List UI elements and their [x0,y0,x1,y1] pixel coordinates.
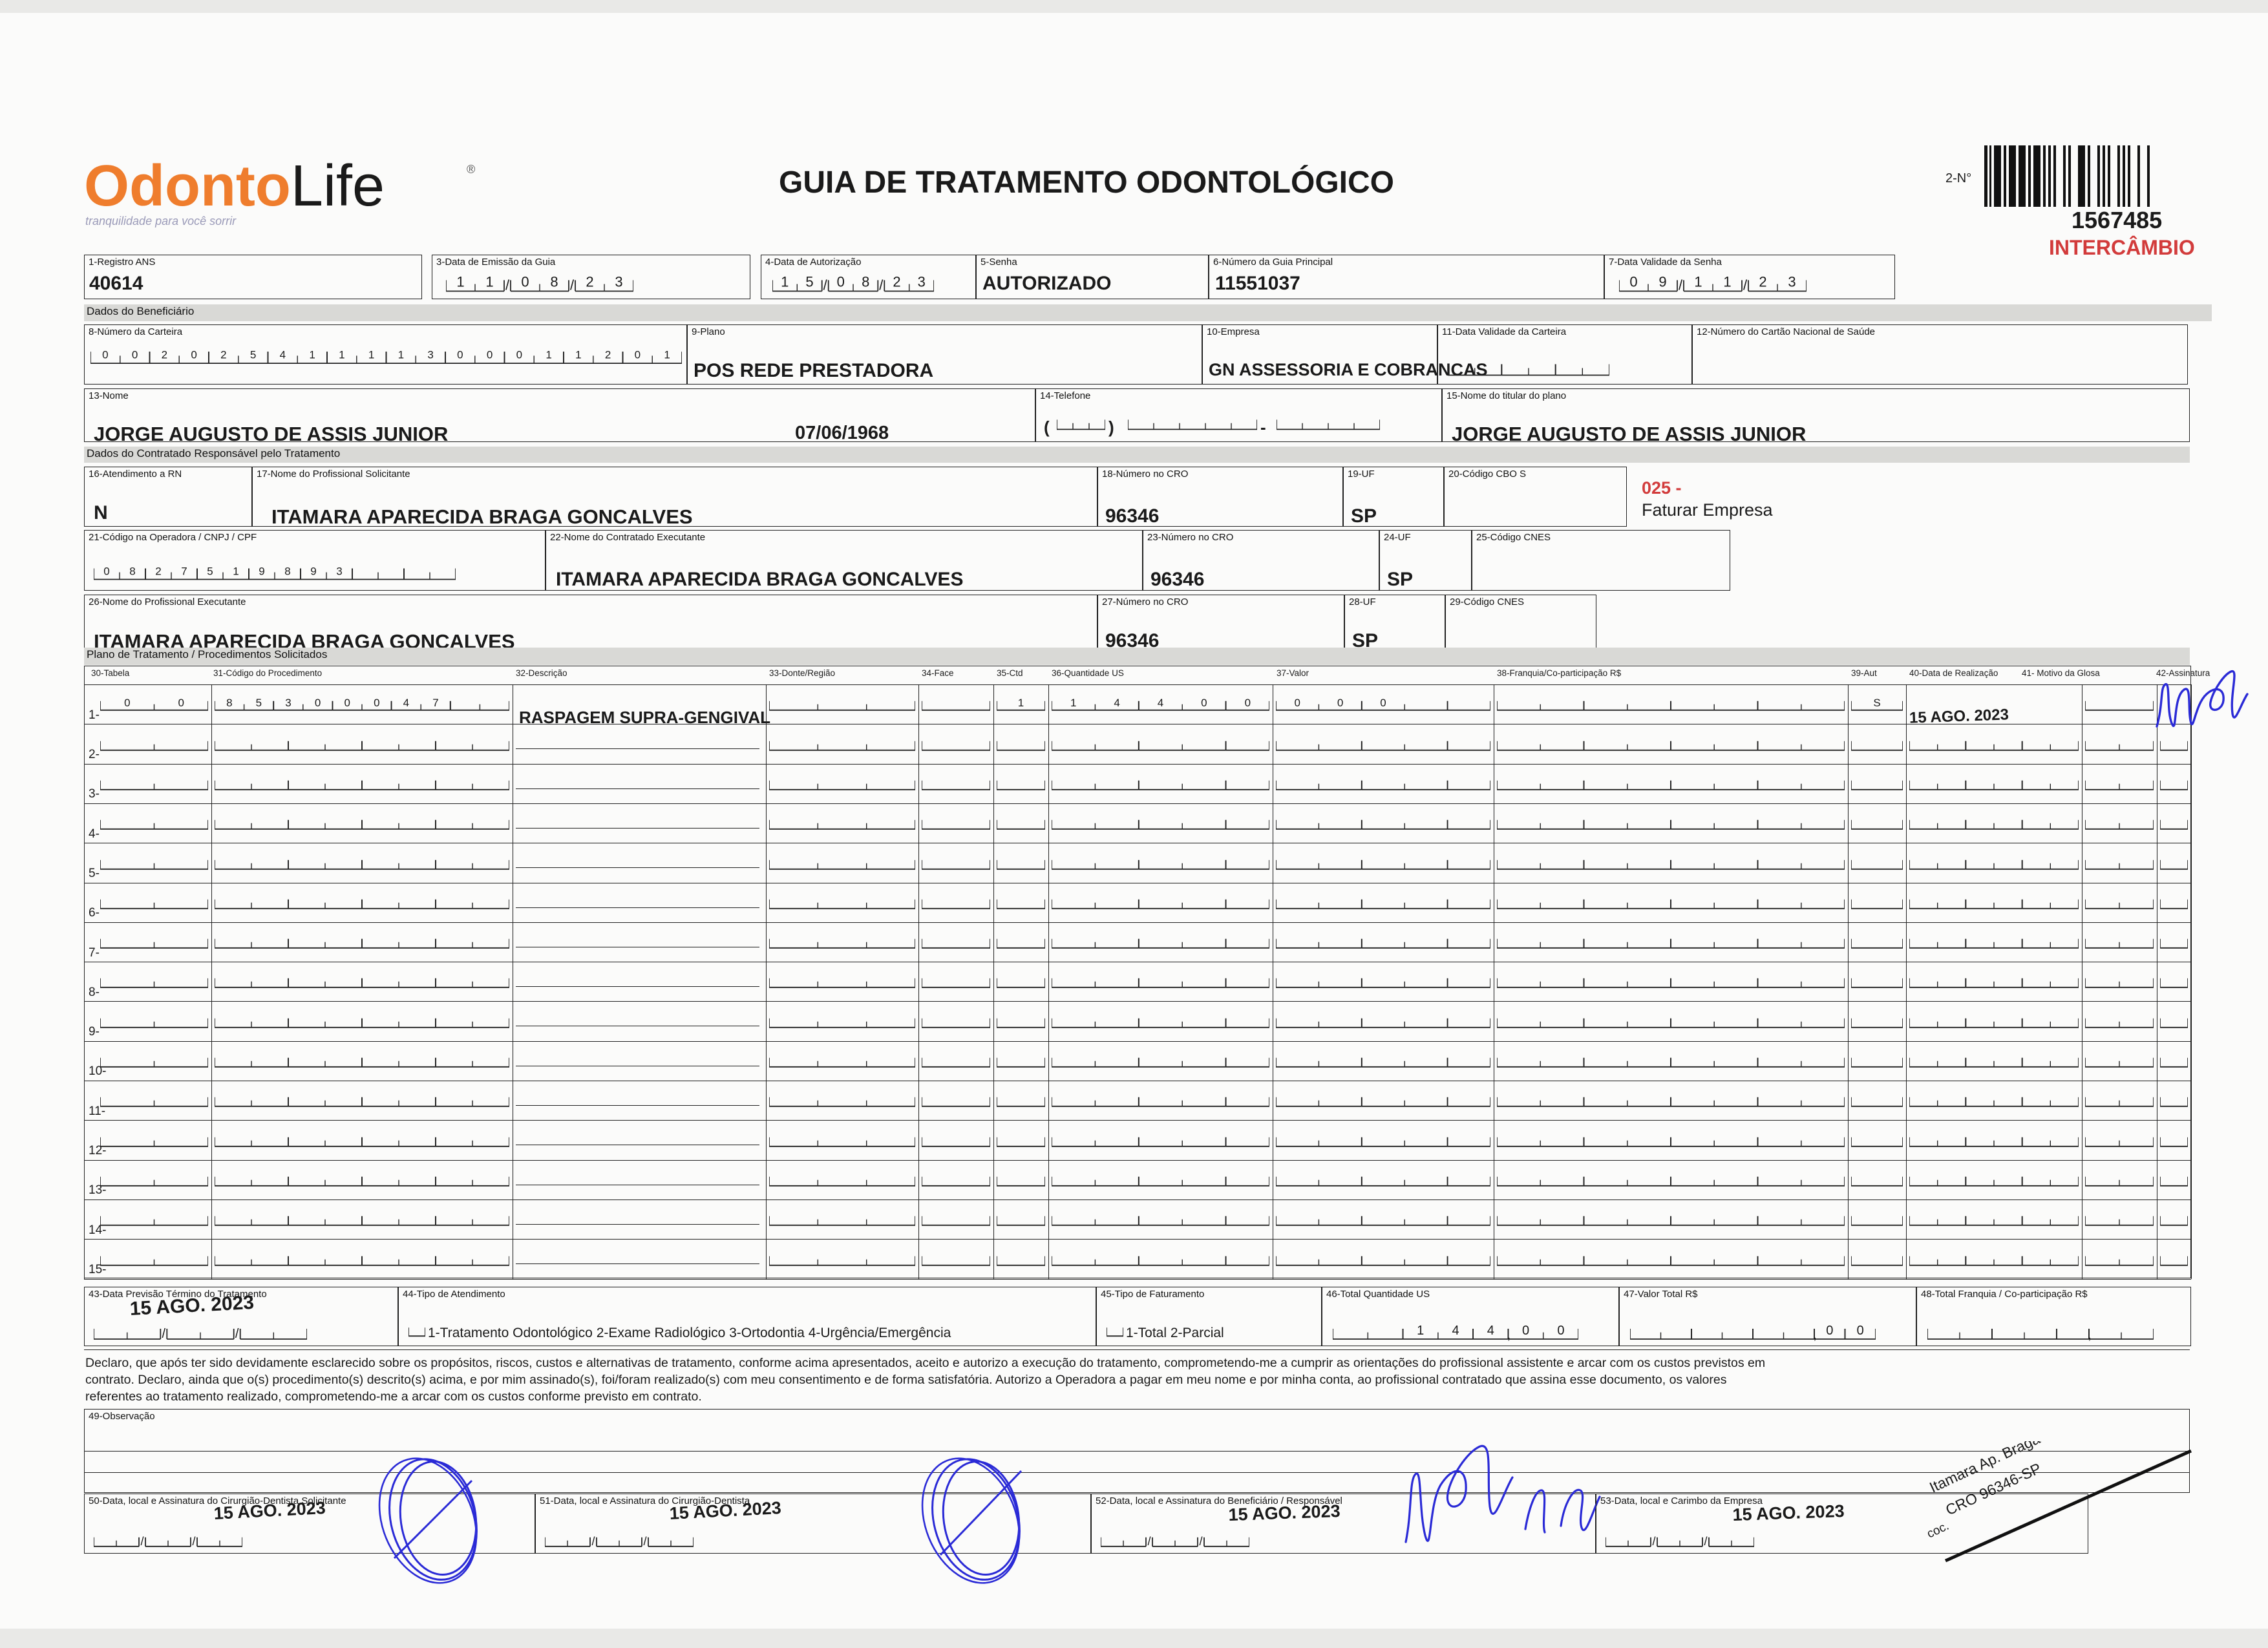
svg-text:4: 4 [1487,1324,1494,1338]
svg-text:0: 0 [521,274,529,290]
svg-text:0: 0 [1245,697,1251,709]
svg-text:2: 2 [1759,274,1766,290]
svg-text:9: 9 [259,565,264,577]
svg-text:3: 3 [918,274,926,290]
svg-text:1: 1 [1018,697,1024,709]
svg-text:4: 4 [1158,697,1163,709]
svg-text:0: 0 [1294,697,1300,709]
svg-text:1: 1 [575,349,581,361]
svg-text:4: 4 [1452,1324,1459,1338]
svg-text:/: / [192,1535,195,1548]
svg-text:tranquilidade para você sorrir: tranquilidade para você sorrir [85,215,237,227]
svg-text:/: / [162,1327,166,1341]
svg-text:5: 5 [805,274,813,290]
svg-text:3: 3 [427,349,433,361]
svg-text:1: 1 [309,349,315,361]
svg-text:1: 1 [1723,274,1731,290]
svg-text:4: 4 [403,697,409,709]
svg-text:1: 1 [339,349,344,361]
svg-text:3: 3 [336,565,342,577]
svg-text:®: ® [467,163,475,176]
svg-text:0: 0 [1629,274,1637,290]
svg-text:9: 9 [310,565,316,577]
svg-text:coc.: coc. [1926,1519,1951,1541]
svg-text:/: / [1652,1535,1655,1548]
svg-text:1: 1 [398,349,404,361]
svg-text:8: 8 [550,274,558,290]
svg-text:8: 8 [226,697,232,709]
svg-text:8: 8 [129,565,135,577]
svg-text:0: 0 [374,697,379,709]
svg-text:S: S [1873,697,1880,709]
svg-text:1: 1 [781,274,789,290]
svg-text:0: 0 [191,349,196,361]
svg-text:5: 5 [256,697,262,709]
svg-text:1: 1 [664,349,670,361]
svg-text:4: 4 [280,349,286,361]
svg-text:0: 0 [1557,1324,1564,1338]
svg-text:0: 0 [132,349,138,361]
svg-text:3: 3 [1788,274,1796,290]
svg-text:/: / [1704,1535,1707,1548]
svg-text:/: / [1199,1535,1202,1548]
svg-text:2: 2 [893,274,900,290]
svg-text:/: / [1679,277,1683,293]
svg-text:7: 7 [181,565,187,577]
svg-text:1: 1 [456,274,464,290]
svg-text:0: 0 [487,349,493,361]
svg-text:1: 1 [485,274,493,290]
svg-text:/: / [823,277,828,293]
svg-text:,: , [1507,1328,1511,1342]
svg-text:0: 0 [837,274,845,290]
svg-text:2: 2 [586,274,593,290]
svg-text:1: 1 [368,349,374,361]
svg-text:9: 9 [1659,274,1666,290]
svg-text:0: 0 [516,349,522,361]
svg-text:0: 0 [1380,697,1386,709]
svg-text:0: 0 [1337,697,1343,709]
svg-text:2: 2 [162,349,167,361]
svg-text:1: 1 [1070,697,1076,709]
svg-text:/: / [591,1535,595,1548]
svg-text:0: 0 [1857,1324,1864,1338]
svg-text:/: / [235,1327,239,1341]
svg-text:1: 1 [233,565,238,577]
svg-text:3: 3 [285,697,291,709]
svg-text:/: / [505,277,510,293]
svg-text:0: 0 [178,697,184,709]
svg-text:/: / [570,277,575,293]
svg-text:8: 8 [284,565,290,577]
svg-text:8: 8 [862,274,869,290]
svg-text:0: 0 [102,349,108,361]
svg-text:0: 0 [344,697,350,709]
svg-text:2: 2 [605,349,611,361]
svg-text:2: 2 [155,565,161,577]
svg-text:,: , [1813,1328,1817,1342]
svg-text:0: 0 [1201,697,1207,709]
svg-text:7: 7 [432,697,438,709]
svg-text:0: 0 [635,349,641,361]
svg-text:1: 1 [1417,1324,1424,1338]
svg-text:0: 0 [457,349,463,361]
svg-text:/: / [140,1535,143,1548]
svg-text:/: / [643,1535,646,1548]
svg-text:/: / [1147,1535,1150,1548]
svg-text:0: 0 [1522,1324,1529,1338]
svg-text:OdontoLife: OdontoLife [84,154,385,218]
svg-text:0: 0 [103,565,109,577]
svg-text:0: 0 [124,697,130,709]
svg-text:5: 5 [207,565,213,577]
svg-text:5: 5 [250,349,256,361]
svg-text:3: 3 [615,274,622,290]
svg-text:1: 1 [546,349,551,361]
svg-text:0: 0 [1826,1324,1833,1338]
svg-text:/: / [1743,277,1748,293]
svg-text:,: , [2088,1328,2092,1342]
svg-text:1: 1 [1694,274,1702,290]
svg-text:4: 4 [1114,697,1119,709]
svg-text:0: 0 [315,697,321,709]
svg-text:/: / [879,277,884,293]
svg-text:2: 2 [220,349,226,361]
